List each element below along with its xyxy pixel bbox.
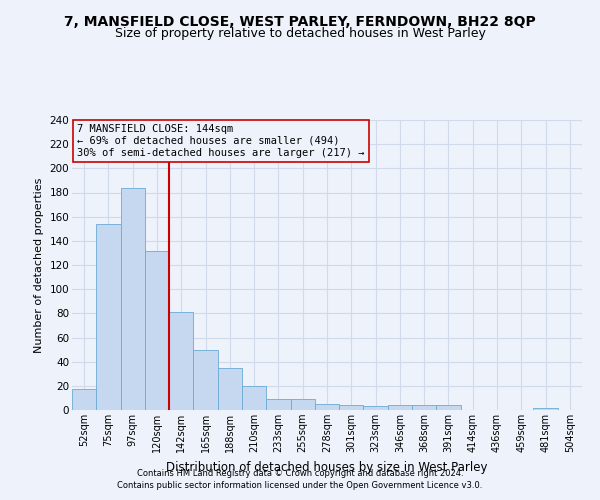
Bar <box>242 386 266 410</box>
X-axis label: Distribution of detached houses by size in West Parley: Distribution of detached houses by size … <box>166 460 488 473</box>
Bar <box>266 399 290 410</box>
Bar <box>364 406 388 410</box>
Bar <box>72 390 96 410</box>
Bar <box>193 350 218 410</box>
Bar <box>388 405 412 410</box>
Text: Size of property relative to detached houses in West Parley: Size of property relative to detached ho… <box>115 28 485 40</box>
Bar <box>290 399 315 410</box>
Text: 7, MANSFIELD CLOSE, WEST PARLEY, FERNDOWN, BH22 8QP: 7, MANSFIELD CLOSE, WEST PARLEY, FERNDOW… <box>64 15 536 29</box>
Y-axis label: Number of detached properties: Number of detached properties <box>34 178 44 352</box>
Bar <box>121 188 145 410</box>
Bar <box>315 404 339 410</box>
Bar <box>169 312 193 410</box>
Bar <box>218 368 242 410</box>
Bar <box>339 405 364 410</box>
Bar <box>412 405 436 410</box>
Bar <box>533 408 558 410</box>
Text: Contains HM Land Registry data © Crown copyright and database right 2024.: Contains HM Land Registry data © Crown c… <box>137 468 463 477</box>
Bar <box>96 224 121 410</box>
Bar <box>436 405 461 410</box>
Text: Contains public sector information licensed under the Open Government Licence v3: Contains public sector information licen… <box>118 481 482 490</box>
Bar <box>145 250 169 410</box>
Text: 7 MANSFIELD CLOSE: 144sqm
← 69% of detached houses are smaller (494)
30% of semi: 7 MANSFIELD CLOSE: 144sqm ← 69% of detac… <box>77 124 365 158</box>
